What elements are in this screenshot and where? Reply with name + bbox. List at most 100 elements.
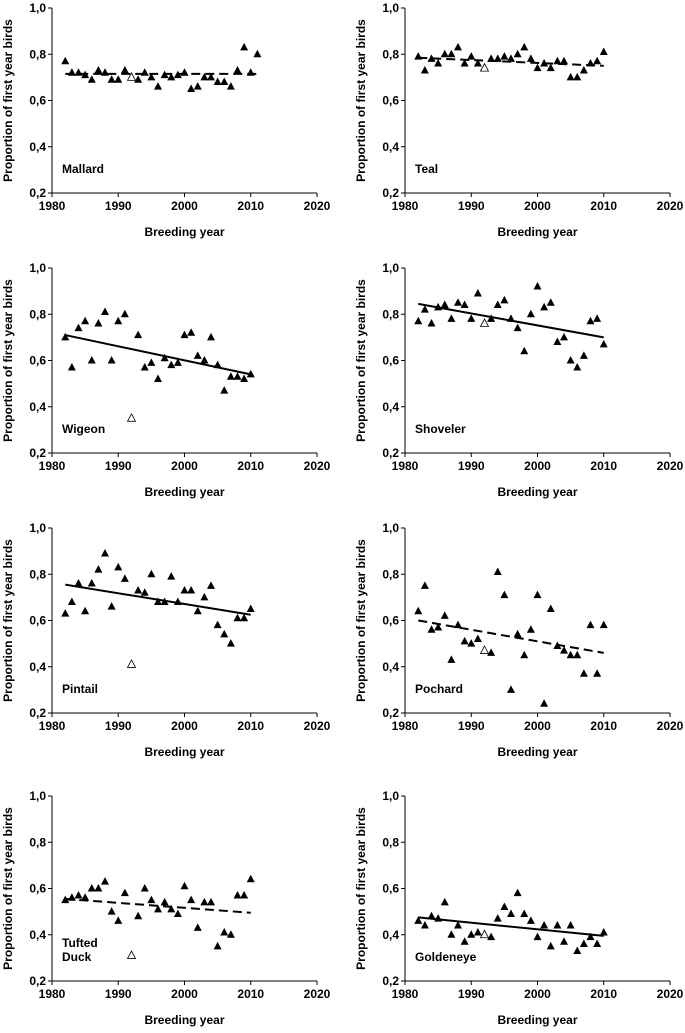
data-point — [420, 305, 429, 313]
data-point — [220, 386, 229, 394]
data-point — [94, 65, 103, 74]
data-point — [420, 921, 429, 929]
data-point — [493, 300, 502, 308]
y-tick-label: 0,8 — [29, 47, 46, 61]
data-point — [493, 914, 502, 922]
data-point — [167, 72, 176, 81]
data-point — [167, 572, 176, 580]
data-point — [160, 897, 169, 906]
y-tick-label: 1,0 — [29, 261, 46, 275]
data-point — [573, 650, 582, 659]
data-point — [246, 369, 255, 378]
trend-line — [418, 619, 604, 654]
data-point — [187, 585, 196, 594]
data-point — [599, 47, 608, 55]
data-point — [427, 911, 436, 920]
y-tick-label: 0,6 — [382, 354, 399, 368]
y-axis-title: Proportion of first year birds — [1, 807, 15, 970]
data-point — [154, 597, 162, 605]
data-point — [193, 351, 202, 359]
x-tick-label: 1990 — [105, 719, 132, 733]
data-point — [74, 68, 83, 76]
data-point — [140, 362, 149, 371]
data-point — [440, 49, 449, 58]
species-label: Teal — [415, 162, 438, 176]
data-point — [500, 902, 509, 910]
x-tick-label: 1980 — [39, 199, 66, 213]
data-point — [67, 362, 76, 371]
species-label-line: Mallard — [62, 162, 104, 176]
x-tick-label: 2010 — [590, 987, 617, 1001]
data-point — [154, 904, 162, 913]
data-point — [454, 42, 462, 51]
data-point — [599, 620, 608, 629]
y-tick-label: 0,8 — [29, 307, 46, 321]
species-label-line: Goldeneye — [415, 950, 477, 964]
y-tick-label: 0,4 — [382, 660, 399, 674]
y-tick-label: 0,6 — [382, 882, 399, 896]
data-point — [493, 567, 502, 575]
y-tick-label: 0,2 — [29, 446, 46, 460]
data-point — [507, 314, 515, 322]
data-point — [526, 309, 535, 318]
data-point — [467, 639, 476, 647]
data-point — [460, 636, 469, 645]
data-point — [81, 316, 90, 325]
data-point — [447, 930, 456, 938]
data-point — [120, 65, 129, 74]
data-point — [67, 597, 76, 605]
x-tick-label: 1980 — [392, 199, 419, 213]
data-point — [533, 63, 542, 72]
panel-wigeon: 0,2 0,4 0,6 0,8 1,0 1980 1990 2000 2010 2020 Breed… — [1, 261, 331, 499]
data-point — [154, 82, 162, 90]
data-point — [526, 916, 535, 924]
data-point — [467, 52, 476, 60]
data-point — [140, 884, 149, 892]
data-point — [134, 911, 143, 920]
data-point — [434, 622, 443, 631]
data-point — [101, 68, 109, 76]
open-data-point — [126, 72, 137, 81]
y-tick-label: 1,0 — [29, 1, 46, 15]
data-point — [454, 921, 462, 929]
data-point — [101, 307, 109, 315]
data-point — [61, 56, 70, 65]
open-data-point — [479, 318, 490, 327]
data-point — [553, 921, 562, 929]
open-data-point — [479, 62, 490, 72]
data-point — [61, 895, 70, 904]
panel-tufted-duck: 0,2 0,4 0,6 0,8 1,0 1980 1990 2000 2010 2020 Breed… — [1, 789, 331, 1027]
data-point — [520, 42, 529, 51]
data-point — [246, 874, 255, 883]
data-point — [233, 613, 242, 622]
species-label-line: Tufted — [62, 936, 98, 950]
data-point — [560, 332, 568, 341]
data-point — [180, 585, 189, 594]
data-point — [233, 65, 242, 74]
data-point — [134, 75, 143, 83]
data-point — [593, 314, 602, 322]
data-point — [187, 84, 196, 92]
data-point — [460, 59, 469, 67]
y-tick-label: 0,2 — [382, 974, 399, 988]
data-point — [226, 372, 235, 380]
y-tick-label: 0,6 — [29, 354, 46, 368]
data-point — [187, 328, 196, 336]
data-point — [160, 353, 169, 362]
x-tick-label: 2000 — [171, 459, 198, 473]
data-point — [101, 548, 109, 557]
data-point — [173, 909, 182, 917]
data-point — [427, 54, 436, 62]
x-tick-label: 1990 — [458, 719, 485, 733]
data-point — [147, 358, 156, 366]
y-tick-label: 0,4 — [29, 140, 46, 154]
x-tick-label: 1980 — [39, 719, 66, 733]
species-label-line: Pochard — [415, 682, 463, 696]
data-point — [61, 332, 70, 341]
data-point — [94, 884, 103, 892]
data-point — [74, 890, 83, 899]
data-point — [67, 68, 76, 76]
data-point — [440, 611, 449, 619]
species-label: Shoveler — [415, 422, 466, 436]
